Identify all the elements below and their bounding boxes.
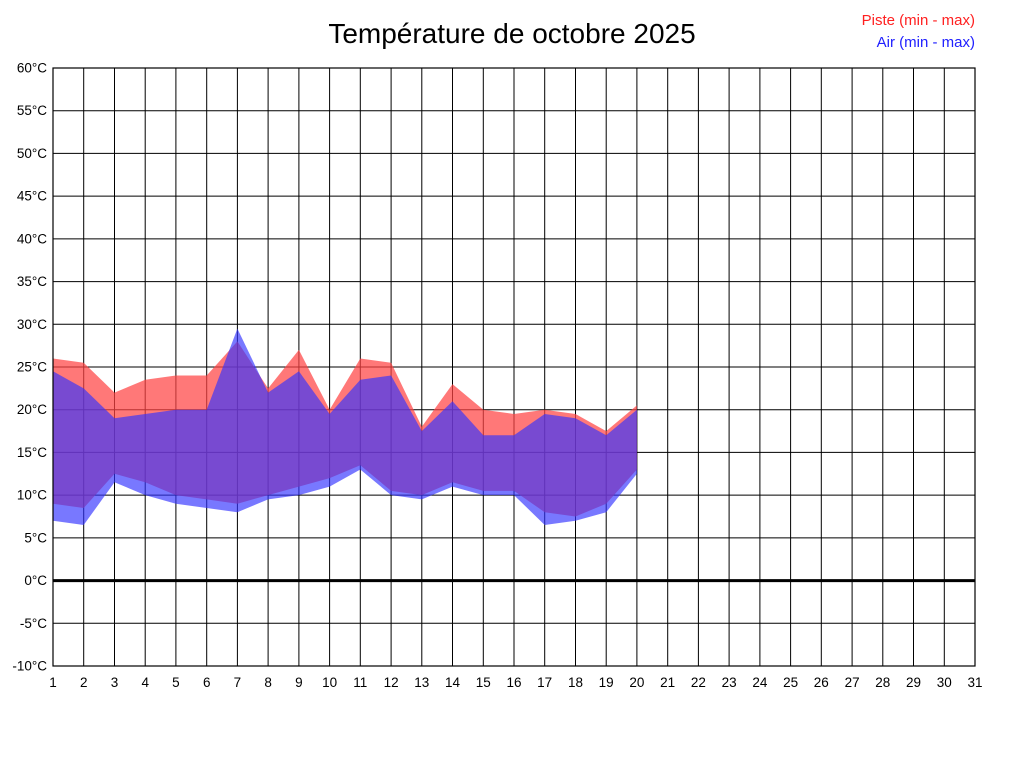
svg-text:3: 3 <box>111 675 119 690</box>
svg-text:40°C: 40°C <box>17 231 47 246</box>
svg-text:10: 10 <box>322 675 337 690</box>
svg-text:55°C: 55°C <box>17 103 47 118</box>
svg-text:35°C: 35°C <box>17 274 47 289</box>
svg-text:-5°C: -5°C <box>20 616 47 631</box>
plot-frame <box>52 67 976 667</box>
svg-text:22: 22 <box>691 675 706 690</box>
svg-text:10°C: 10°C <box>17 488 47 503</box>
svg-text:15: 15 <box>476 675 491 690</box>
svg-text:21: 21 <box>660 675 675 690</box>
svg-text:27: 27 <box>845 675 860 690</box>
svg-text:15°C: 15°C <box>17 445 47 460</box>
svg-text:11: 11 <box>353 675 367 690</box>
svg-text:1: 1 <box>49 675 57 690</box>
y-axis-labels: 60°C 55°C 50°C 45°C 40°C 35°C 30°C 25°C 20°C 15°C… <box>12 61 47 674</box>
svg-text:60°C: 60°C <box>17 61 47 76</box>
chart-title: Température de octobre 2025 <box>328 18 696 49</box>
svg-text:26: 26 <box>814 675 829 690</box>
x-axis-labels: 1 2 3 4 5 6 7 8 9 10 11 12 13 14 15 16 17 18 19 20 21 22 23 24 2… <box>49 675 982 690</box>
grid-lines <box>52 67 976 667</box>
svg-text:7: 7 <box>234 675 242 690</box>
svg-text:0°C: 0°C <box>24 573 47 588</box>
svg-text:31: 31 <box>967 675 982 690</box>
svg-text:28: 28 <box>875 675 890 690</box>
legend-item-piste: Piste (min - max) <box>861 12 975 29</box>
svg-text:18: 18 <box>568 675 583 690</box>
svg-text:20°C: 20°C <box>17 402 47 417</box>
svg-text:6: 6 <box>203 675 211 690</box>
svg-text:5: 5 <box>172 675 180 690</box>
svg-text:4: 4 <box>141 675 149 690</box>
svg-text:45°C: 45°C <box>17 189 47 204</box>
legend: Piste (min - max) Air (min - max) <box>862 10 975 54</box>
svg-text:29: 29 <box>906 675 921 690</box>
svg-text:9: 9 <box>295 675 303 690</box>
svg-text:50°C: 50°C <box>17 146 47 161</box>
svg-text:20: 20 <box>629 675 644 690</box>
svg-text:16: 16 <box>506 675 521 690</box>
air-band <box>53 328 637 525</box>
svg-text:-10°C: -10°C <box>12 659 47 674</box>
svg-text:8: 8 <box>264 675 272 690</box>
svg-text:30: 30 <box>937 675 952 690</box>
svg-text:25: 25 <box>783 675 798 690</box>
legend-item-air: Air (min - max) <box>876 34 975 51</box>
svg-text:25°C: 25°C <box>17 360 47 375</box>
svg-text:12: 12 <box>384 675 399 690</box>
svg-text:13: 13 <box>414 675 429 690</box>
svg-text:30°C: 30°C <box>17 317 47 332</box>
svg-text:24: 24 <box>752 675 768 690</box>
svg-text:2: 2 <box>80 675 88 690</box>
svg-text:19: 19 <box>599 675 614 690</box>
svg-text:5°C: 5°C <box>24 530 47 545</box>
svg-text:14: 14 <box>445 675 461 690</box>
svg-text:17: 17 <box>537 675 552 690</box>
svg-text:23: 23 <box>722 675 737 690</box>
